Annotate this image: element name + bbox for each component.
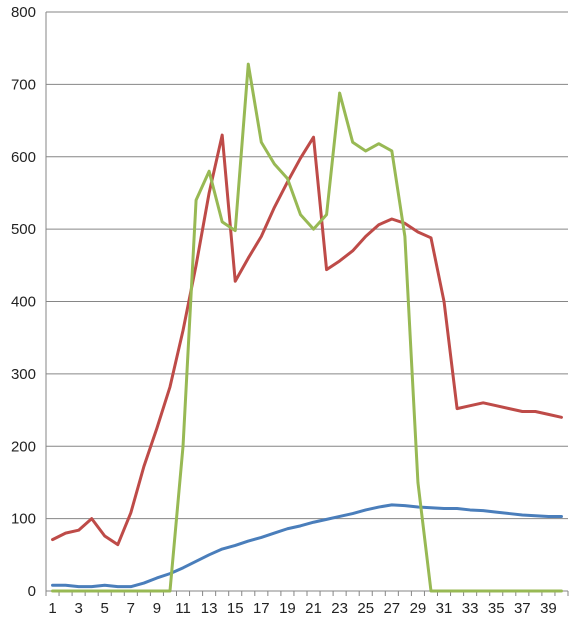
x-tick-label: 13 bbox=[201, 600, 218, 617]
x-tick-label: 23 bbox=[331, 600, 348, 617]
x-tick-label: 21 bbox=[305, 600, 322, 617]
x-tick-label: 31 bbox=[436, 600, 453, 617]
y-tick-label: 300 bbox=[11, 366, 36, 383]
y-tick-label: 400 bbox=[11, 294, 36, 311]
y-tick-label: 700 bbox=[11, 76, 36, 93]
x-tick-label: 19 bbox=[279, 600, 296, 617]
y-tick-label: 0 bbox=[28, 583, 36, 600]
x-tick-label: 35 bbox=[488, 600, 505, 617]
x-tick-label: 17 bbox=[253, 600, 270, 617]
x-tick-label: 3 bbox=[74, 600, 82, 617]
y-tick-label: 600 bbox=[11, 149, 36, 166]
x-tick-label: 39 bbox=[540, 600, 557, 617]
series-line-2 bbox=[51, 133, 563, 547]
series-lines bbox=[51, 62, 563, 593]
y-tick-label: 200 bbox=[11, 438, 36, 455]
series-line-3 bbox=[51, 62, 563, 593]
x-tick-label: 29 bbox=[410, 600, 427, 617]
x-tick-label: 25 bbox=[357, 600, 374, 617]
y-axis-tick-labels: 0 100 200 300 400 500 600 700 800 bbox=[11, 4, 36, 600]
y-tick-label: 100 bbox=[11, 511, 36, 528]
x-tick-label: 1 bbox=[48, 600, 56, 617]
x-tick-label: 7 bbox=[127, 600, 135, 617]
x-tick-label: 11 bbox=[175, 600, 191, 617]
y-tick-label: 500 bbox=[11, 221, 36, 238]
x-tick-label: 37 bbox=[514, 600, 531, 617]
x-tick-label: 33 bbox=[462, 600, 479, 617]
x-tick-label: 9 bbox=[153, 600, 161, 617]
series-line-1 bbox=[51, 503, 563, 589]
x-tick-label: 15 bbox=[227, 600, 244, 617]
x-tick-label: 5 bbox=[101, 600, 109, 617]
gridlines bbox=[45, 11, 569, 596]
y-tick-label: 800 bbox=[11, 4, 36, 21]
x-axis-tick-labels: 1 3 5 7 9 11 13 15 17 19 21 23 25 27 29 31 33 35 37 39 bbox=[48, 600, 556, 617]
x-tick-label: 27 bbox=[383, 600, 400, 617]
